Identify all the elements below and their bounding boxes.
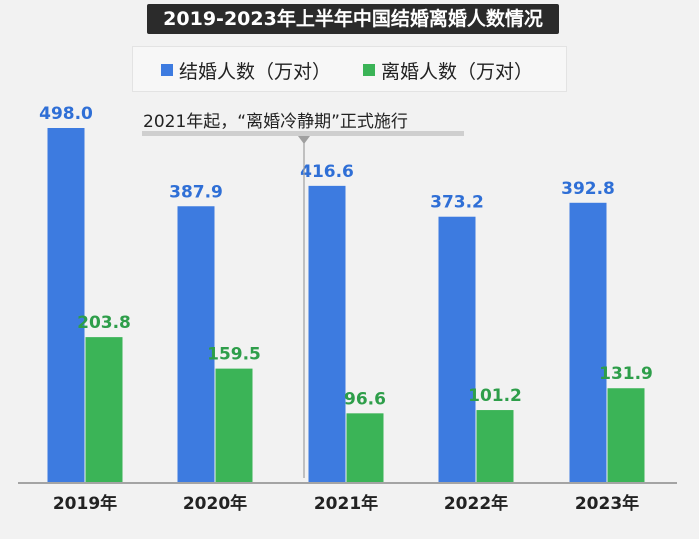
chart-title-bar: 2019-2023年上半年中国结婚离婚人数情况: [147, 4, 559, 34]
legend-label-marriage: 结婚人数（万对）: [179, 60, 332, 83]
data-label-marriage-4: 373.2: [430, 193, 484, 213]
data-label-divorce-3: 96.6: [344, 389, 386, 409]
bar-marriage-5: [569, 202, 607, 483]
legend-swatch-marriage: [161, 64, 173, 76]
data-label-divorce-2: 159.5: [207, 345, 261, 365]
data-label-marriage-1: 498.0: [39, 104, 93, 124]
data-label-divorce-4: 101.2: [468, 386, 522, 406]
x-tick-label-4: 2022年: [444, 493, 508, 514]
x-tick-label-3: 2021年: [314, 493, 378, 514]
data-label-divorce-1: 203.8: [77, 313, 131, 333]
annotation-bar: [142, 131, 464, 136]
data-label-divorce-5: 131.9: [599, 364, 653, 384]
data-label-marriage-5: 392.8: [561, 179, 615, 199]
bar-divorce-4: [476, 410, 514, 482]
bar-divorce-1: [85, 337, 123, 482]
annotation-pointer: [298, 136, 310, 144]
legend-item-divorce: 离婚人数（万对）: [363, 47, 533, 93]
x-tick-label-2: 2020年: [183, 493, 247, 514]
annotation-text: 2021年起，“离婚冷静期”正式施行: [143, 112, 408, 132]
bar-divorce-2: [215, 368, 253, 482]
bar-marriage-4: [438, 216, 476, 482]
bar-marriage-3: [308, 185, 346, 482]
legend-swatch-divorce: [363, 64, 375, 76]
chart-title: 2019-2023年上半年中国结婚离婚人数情况: [163, 8, 543, 30]
data-label-marriage-3: 416.6: [300, 162, 354, 182]
bar-divorce-3: [346, 413, 384, 482]
x-tick-label-5: 2023年: [575, 493, 639, 514]
data-label-marriage-2: 387.9: [169, 182, 223, 202]
bar-marriage-2: [177, 206, 215, 482]
x-tick-label-1: 2019年: [53, 493, 117, 514]
legend-item-marriage: 结婚人数（万对）: [161, 47, 331, 93]
bar-marriage-1: [47, 128, 85, 482]
legend-label-divorce: 离婚人数（万对）: [381, 60, 534, 83]
annotation-policy: 2021年起，“离婚冷静期”正式施行: [142, 112, 464, 478]
legend: 结婚人数（万对） 离婚人数（万对）: [132, 46, 567, 92]
bar-divorce-5: [607, 388, 645, 482]
